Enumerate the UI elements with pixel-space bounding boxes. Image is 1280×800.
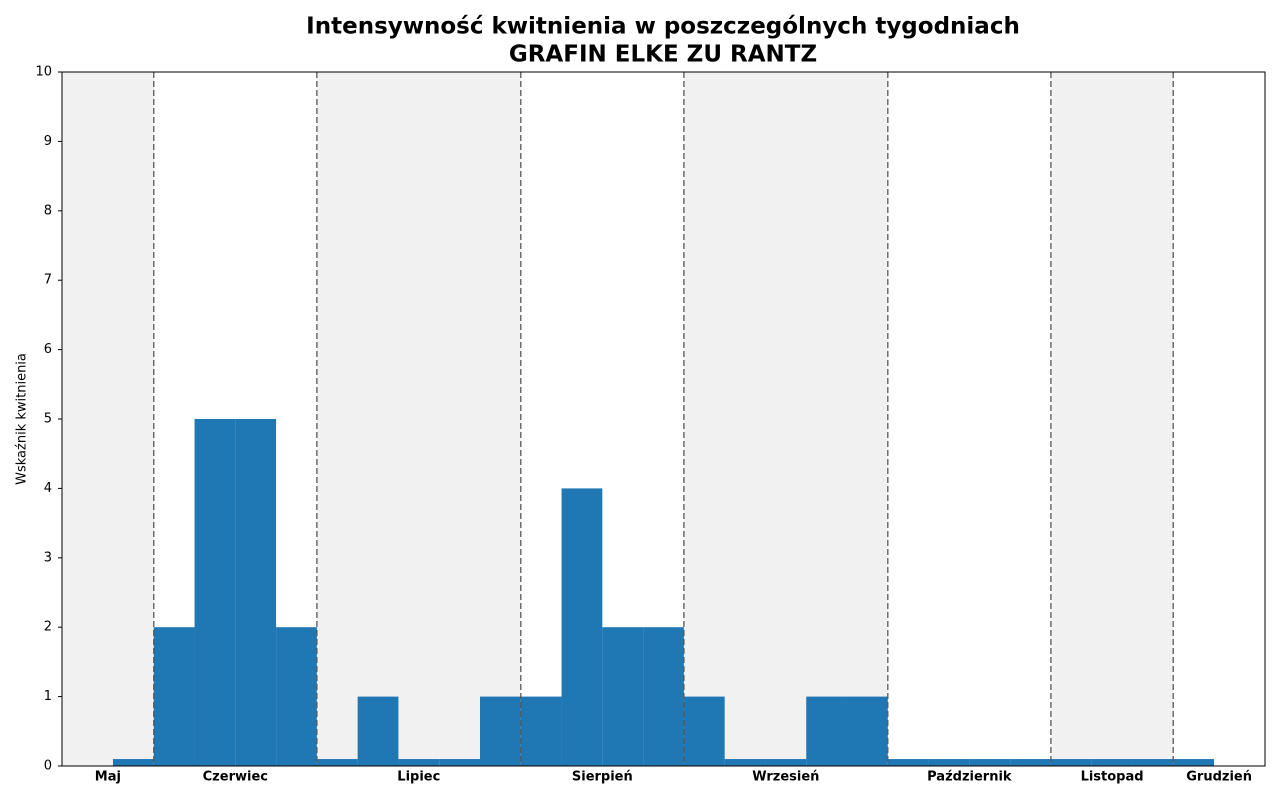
bar (439, 759, 480, 766)
bar (1050, 759, 1092, 766)
month-band (316, 72, 521, 766)
month-band (62, 72, 154, 766)
chart-subtitle: GRAFIN ELKE ZU RANTZ (509, 42, 817, 68)
month-label: Grudzień (1186, 770, 1252, 785)
chart-title: Intensywność kwitnienia w poszczególnych… (306, 14, 1020, 40)
bar (1132, 759, 1174, 766)
bar (1091, 759, 1133, 766)
y-tick-label: 1 (44, 689, 52, 704)
bar (561, 488, 603, 766)
bar (806, 696, 848, 766)
bar (276, 627, 317, 766)
y-axis-label: Wskaźnik kwitnienia (15, 353, 30, 485)
month-label: Wrzesień (752, 770, 819, 785)
month-label: Sierpień (572, 770, 633, 785)
bar (602, 627, 644, 766)
bar (643, 627, 684, 766)
bar (112, 759, 154, 766)
bar (398, 759, 440, 766)
y-tick-label: 3 (44, 550, 52, 565)
y-tick-label: 5 (44, 412, 52, 427)
y-tick-label: 10 (35, 65, 52, 80)
bar (928, 759, 970, 766)
y-tick-label: 9 (44, 134, 52, 149)
bar (683, 696, 725, 766)
bar (235, 419, 277, 766)
month-band (1050, 72, 1174, 766)
month-label: Czerwiec (203, 770, 268, 785)
bar (1010, 759, 1051, 766)
plot-frame (61, 71, 1266, 767)
bar (765, 759, 807, 766)
y-tick-label: 7 (44, 273, 52, 288)
bar (1173, 759, 1215, 766)
bar (969, 759, 1011, 766)
month-label: Maj (95, 770, 121, 785)
month-band (683, 72, 888, 766)
y-tick-label: 8 (44, 203, 52, 218)
bar (194, 419, 236, 766)
month-label: Listopad (1081, 770, 1144, 785)
month-label: Październik (927, 770, 1012, 785)
bar (357, 696, 399, 766)
y-tick-label: 2 (44, 620, 52, 635)
bar (887, 759, 929, 766)
bar (479, 696, 521, 766)
month-label: Lipiec (397, 770, 440, 785)
bar (316, 759, 358, 766)
bar (520, 696, 562, 766)
bar (847, 696, 888, 766)
y-tick-label: 6 (44, 342, 52, 357)
bar (153, 627, 195, 766)
y-tick-label: 0 (44, 759, 52, 774)
y-tick-label: 4 (44, 481, 52, 496)
bar (724, 759, 766, 766)
